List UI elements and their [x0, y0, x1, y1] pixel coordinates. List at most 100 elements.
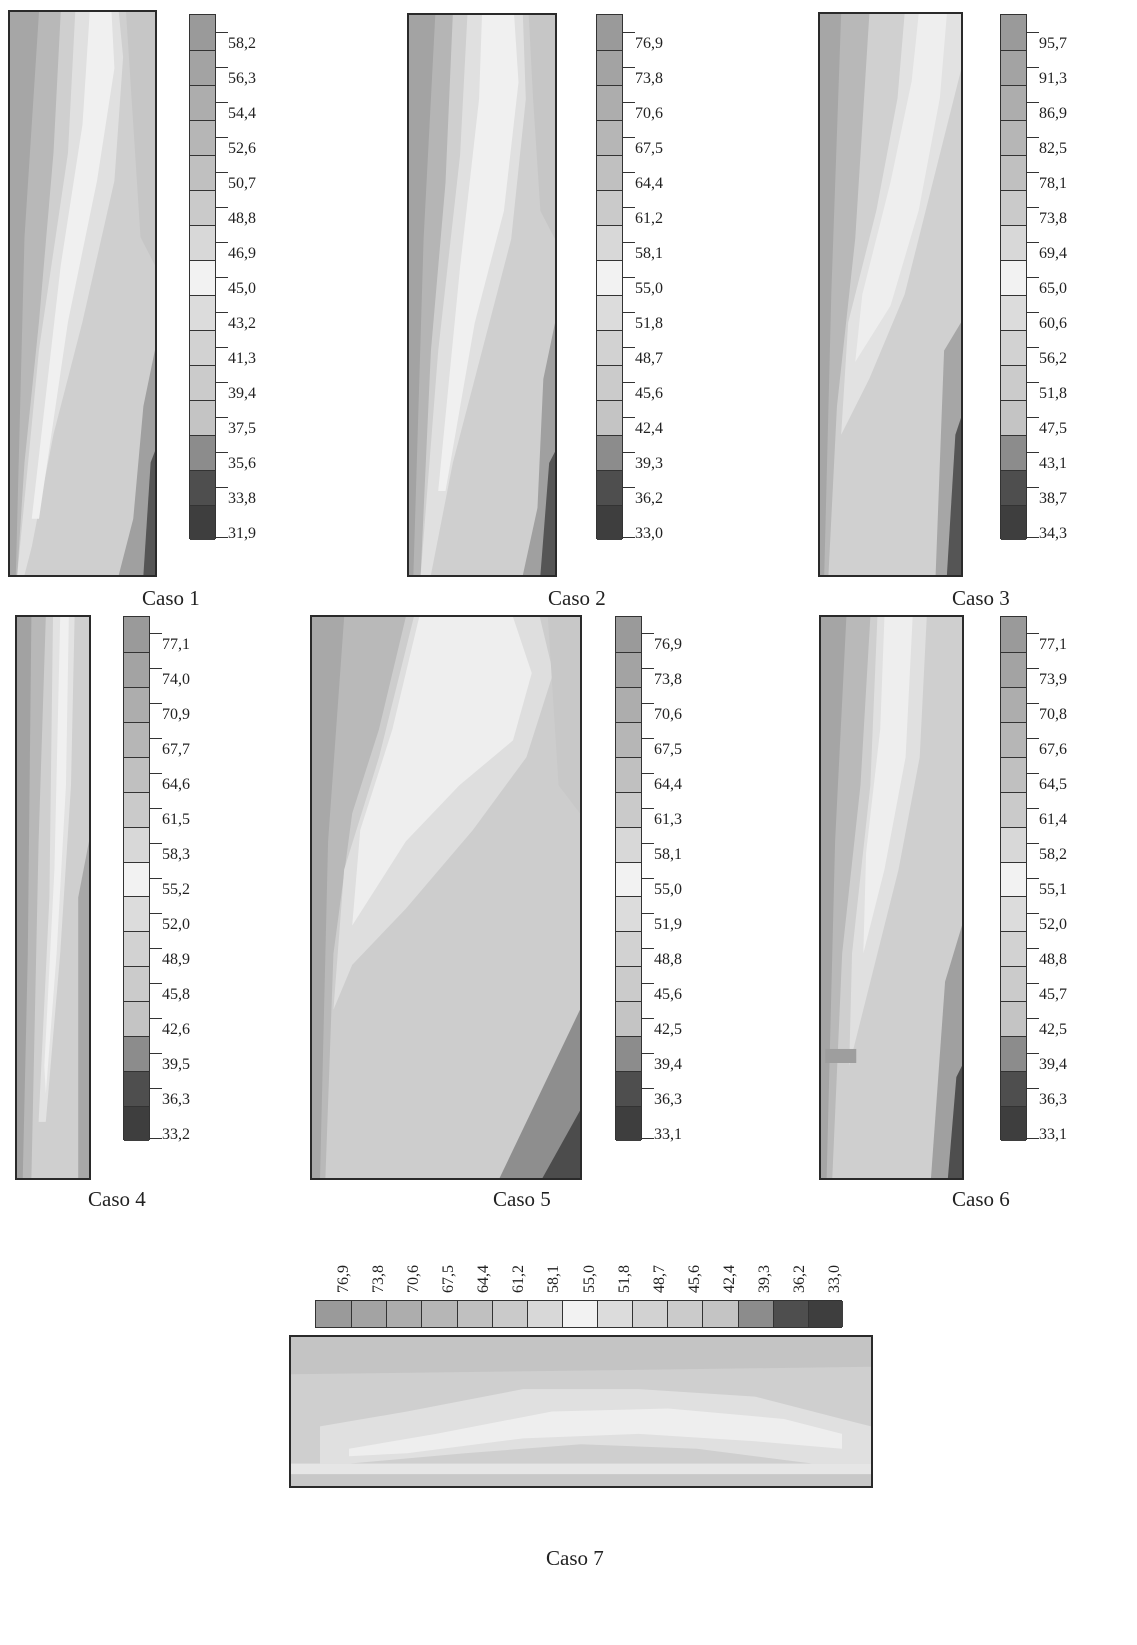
legend-label: 74,0: [162, 671, 190, 689]
legend-label: 77,1: [162, 636, 190, 654]
legend-swatch: [597, 1301, 633, 1327]
legend-tick: [642, 703, 654, 705]
legend-label: 64,4: [635, 174, 663, 192]
legend-swatch: [1001, 400, 1026, 435]
case-4-caption: Caso 4: [88, 1187, 146, 1211]
legend-tick: [642, 633, 654, 635]
legend-label: 36,2: [791, 1265, 809, 1293]
legend-label: 47,5: [1039, 419, 1067, 437]
legend-label: 51,8: [615, 1265, 633, 1293]
legend-label: 33,1: [654, 1125, 682, 1143]
legend-tick: [1027, 416, 1039, 418]
legend-swatch: [124, 861, 149, 897]
legend-tick: [150, 668, 162, 670]
legend-swatch: [190, 470, 215, 505]
legend-tick: [642, 668, 654, 670]
legend-label: 70,6: [635, 104, 663, 122]
legend-swatch: [190, 435, 215, 470]
legend-label: 58,1: [635, 244, 663, 262]
legend-label: 51,8: [635, 314, 663, 332]
legend-swatch: [190, 225, 215, 260]
legend-label: 42,5: [654, 1020, 682, 1038]
case-3-contour-map: [818, 12, 963, 577]
legend-label: 52,0: [162, 915, 190, 933]
legend-tick: [623, 486, 635, 488]
legend-swatch: [124, 966, 149, 1002]
case-5-caption: Caso 5: [493, 1187, 551, 1211]
legend-swatch: [597, 260, 622, 295]
legend-tick: [150, 773, 162, 775]
legend-tick: [1027, 1052, 1039, 1054]
legend-tick: [150, 912, 162, 914]
legend-tick: [1027, 311, 1039, 313]
legend-label: 61,5: [162, 811, 190, 829]
legend-label: 61,2: [510, 1265, 528, 1293]
legend-tick: [150, 633, 162, 635]
legend-label: 64,6: [162, 776, 190, 794]
legend-swatch: [190, 190, 215, 225]
legend-swatch: [1001, 505, 1026, 540]
case-1-legend: 58,2 56,3 54,4 52,6 50,7 48,8 46,9 45,0 43,2 41,3…: [189, 14, 279, 541]
legend-swatch: [616, 1001, 641, 1037]
legend-swatch: [1001, 1001, 1026, 1037]
legend-swatch: [1001, 435, 1026, 470]
legend-label: 67,6: [1039, 741, 1067, 759]
legend-label: 58,1: [654, 846, 682, 864]
legend-swatch: [1001, 85, 1026, 120]
case-2-caption: Caso 2: [548, 586, 606, 610]
legend-tick: [150, 982, 162, 984]
legend-tick: [216, 381, 228, 383]
legend-label: 48,7: [635, 349, 663, 367]
legend-swatch: [526, 1301, 562, 1327]
legend-label: 61,4: [1039, 811, 1067, 829]
legend-tick: [150, 1087, 162, 1089]
legend-tick: [1027, 1138, 1039, 1139]
legend-label: 45,6: [685, 1265, 703, 1293]
legend-label: 61,2: [635, 209, 663, 227]
legend-label: 48,7: [650, 1265, 668, 1293]
legend-tick: [216, 346, 228, 348]
legend-tick: [216, 486, 228, 488]
legend-label: 38,7: [1039, 489, 1067, 507]
legend-label: 36,3: [1039, 1090, 1067, 1108]
legend-tick: [623, 101, 635, 103]
legend-tick: [1027, 206, 1039, 208]
legend-label: 50,7: [228, 174, 256, 192]
legend-swatch: [1001, 791, 1026, 827]
legend-label: 73,9: [1039, 671, 1067, 689]
legend-label: 45,6: [635, 384, 663, 402]
legend-tick: [623, 381, 635, 383]
legend-swatch: [1001, 896, 1026, 932]
legend-label: 39,5: [162, 1055, 190, 1073]
legend-label: 48,8: [654, 950, 682, 968]
legend-label: 78,1: [1039, 174, 1067, 192]
legend-tick: [216, 171, 228, 173]
case-4-contour-map: [15, 615, 91, 1180]
case-7-contour-map: [289, 1335, 873, 1488]
legend-label: 52,6: [228, 139, 256, 157]
legend-swatch: [737, 1301, 773, 1327]
legend-swatch: [1001, 1071, 1026, 1107]
legend-tick: [623, 31, 635, 33]
legend-tick: [623, 206, 635, 208]
legend-swatch: [1001, 225, 1026, 260]
legend-tick: [216, 206, 228, 208]
legend-label: 48,9: [162, 950, 190, 968]
legend-swatch: [616, 896, 641, 932]
legend-tick: [1027, 171, 1039, 173]
legend-swatch: [616, 931, 641, 967]
legend-swatch: [190, 15, 215, 50]
legend-tick: [216, 416, 228, 418]
legend-swatch: [124, 1071, 149, 1107]
legend-swatch: [616, 966, 641, 1002]
legend-tick: [623, 276, 635, 278]
legend-label: 54,4: [228, 104, 256, 122]
case-3-caption: Caso 3: [952, 586, 1010, 610]
legend-swatch: [597, 330, 622, 365]
case-5-contour-map: [310, 615, 582, 1180]
legend-label: 45,8: [162, 985, 190, 1003]
legend-tick: [1027, 276, 1039, 278]
legend-tick: [1027, 843, 1039, 845]
legend-label: 33,0: [826, 1265, 844, 1293]
legend-swatch: [597, 190, 622, 225]
